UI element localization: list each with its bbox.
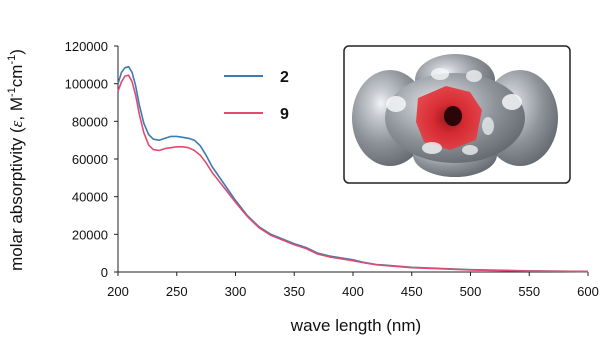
series-line-9 bbox=[117, 74, 589, 273]
x-tick-label: 550 bbox=[518, 284, 540, 299]
series-line-2 bbox=[117, 65, 589, 273]
x-tick-label: 600 bbox=[577, 284, 599, 299]
y-tick-label: 80000 bbox=[72, 114, 108, 129]
y-axis-ticks: 0 20000 40000 60000 80000 100000 120000 bbox=[65, 39, 118, 280]
legend: 2 9 bbox=[224, 69, 289, 123]
y-label-sup-1: -1 bbox=[6, 87, 18, 97]
y-label-sup-2: -1 bbox=[6, 55, 18, 65]
y-tick-label: 120000 bbox=[65, 39, 108, 54]
x-tick-label: 200 bbox=[107, 284, 129, 299]
x-tick-label: 350 bbox=[283, 284, 305, 299]
series-layer bbox=[117, 65, 589, 273]
y-tick-label: 40000 bbox=[72, 190, 108, 205]
y-tick-label: 20000 bbox=[72, 227, 108, 242]
x-tick-label: 300 bbox=[225, 284, 247, 299]
legend-label-series-9: 9 bbox=[280, 106, 289, 123]
inset-image bbox=[343, 45, 571, 184]
y-label-part-4: ) bbox=[7, 49, 26, 55]
y-axis-label: molar absorptivity (ε, M-1cm-1) bbox=[6, 49, 26, 271]
y-tick-label: 0 bbox=[101, 265, 108, 280]
x-tick-label: 500 bbox=[460, 284, 482, 299]
x-axis-ticks: 200 250 300 350 400 450 500 550 600 bbox=[107, 272, 599, 299]
x-tick-label: 250 bbox=[166, 284, 188, 299]
electrostatic-potential-surface-icon bbox=[352, 54, 558, 177]
y-label-part-2: , M bbox=[7, 97, 26, 121]
x-axis-label: wave length (nm) bbox=[290, 316, 421, 335]
y-label-part-1: molar absorptivity ( bbox=[7, 127, 26, 271]
x-tick-label: 400 bbox=[342, 284, 364, 299]
legend-label-series-2: 2 bbox=[280, 69, 289, 86]
x-tick-label: 450 bbox=[401, 284, 423, 299]
y-tick-label: 60000 bbox=[72, 152, 108, 167]
y-label-epsilon: ε bbox=[7, 120, 26, 127]
y-tick-label: 100000 bbox=[65, 77, 108, 92]
y-label-part-3: cm bbox=[7, 65, 26, 88]
